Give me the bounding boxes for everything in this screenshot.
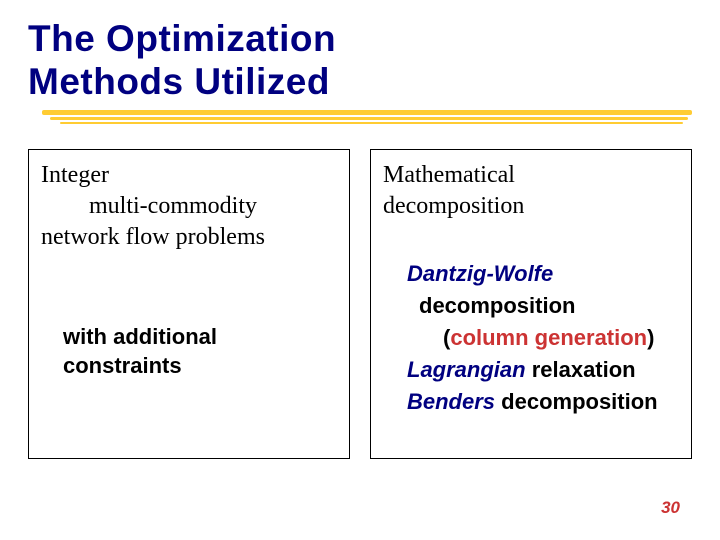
columns: Integermulti-commoditynetwork flow probl… — [28, 149, 692, 459]
text-run: Lagrangian — [407, 357, 526, 382]
right-box: Mathematicaldecomposition Dantzig-Wolfed… — [370, 149, 692, 459]
left-bottom-line: constraints — [63, 351, 337, 381]
right-list-item: decomposition — [419, 290, 679, 322]
right-top-line: Mathematical — [383, 160, 679, 191]
title-underline — [42, 110, 692, 124]
page-number: 30 — [661, 498, 680, 518]
left-top-line: multi-commodity — [89, 191, 337, 222]
title-line-2: Methods Utilized — [28, 61, 692, 104]
right-list-item: Dantzig-Wolfe — [407, 258, 679, 290]
right-top-line: decomposition — [383, 191, 679, 222]
right-list-item: Benders decomposition — [407, 386, 679, 418]
right-list-item: (column generation) — [443, 322, 679, 354]
text-run: Dantzig-Wolfe — [407, 261, 553, 286]
text-run: decomposition — [419, 293, 575, 318]
underline-stroke — [42, 110, 692, 115]
left-box: Integermulti-commoditynetwork flow probl… — [28, 149, 350, 459]
text-run: relaxation — [526, 357, 636, 382]
left-top-line: network flow problems — [41, 222, 337, 253]
right-list-item: Lagrangian relaxation — [407, 354, 679, 386]
right-top-text: Mathematicaldecomposition — [383, 160, 679, 222]
left-top-line: Integer — [41, 160, 337, 191]
slide-title: The Optimization Methods Utilized — [28, 18, 692, 103]
title-line-1: The Optimization — [28, 18, 692, 61]
text-run: column generation — [450, 325, 647, 350]
slide: The Optimization Methods Utilized Intege… — [0, 0, 720, 540]
text-run: Benders — [407, 389, 495, 414]
text-run: ) — [647, 325, 654, 350]
text-run: decomposition — [495, 389, 658, 414]
right-list: Dantzig-Wolfe decomposition (column genera… — [383, 258, 679, 417]
left-top-text: Integermulti-commoditynetwork flow probl… — [41, 160, 337, 254]
left-bottom-text: with additionalconstraints — [63, 322, 337, 381]
left-bottom-line: with additional — [63, 322, 337, 352]
underline-stroke — [50, 117, 688, 120]
underline-stroke — [60, 122, 683, 124]
